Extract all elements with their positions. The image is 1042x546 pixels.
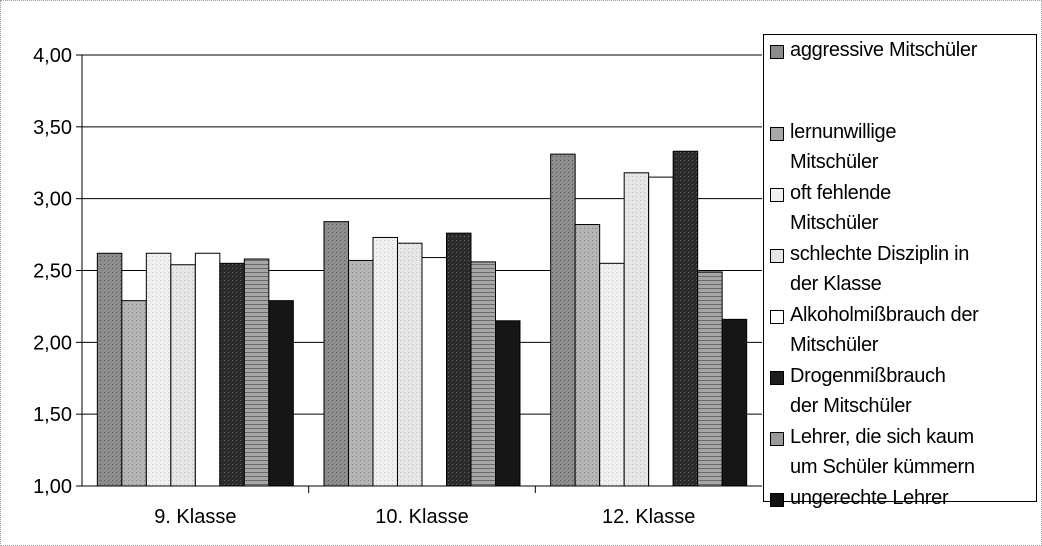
legend-swatch	[770, 493, 784, 507]
bar	[446, 232, 472, 487]
legend-swatch	[770, 371, 784, 385]
legend-swatch	[770, 310, 784, 324]
y-tick-label: 3,50	[33, 117, 72, 139]
bar	[243, 258, 270, 487]
legend-label: um Schüler kümmern	[790, 456, 975, 478]
bar	[323, 221, 349, 487]
legend-swatch	[770, 45, 784, 59]
bar	[268, 300, 294, 487]
y-tick-label: 1,50	[33, 404, 72, 426]
legend-item: Lehrer, die sich kaum um Schüler kümmern	[770, 422, 1034, 482]
legend-label: Mitschüler	[790, 151, 879, 173]
legend-label: Mitschüler	[790, 334, 879, 356]
bar	[648, 176, 674, 487]
legend: aggressive Mitschüler lernunwillige Mitsch…	[763, 34, 1037, 509]
legend-label: Lehrer, die sich kaum	[790, 426, 974, 448]
bar	[574, 224, 601, 487]
bar	[672, 150, 699, 487]
bar	[194, 252, 221, 487]
y-tick-label: 2,50	[33, 261, 72, 283]
legend-swatch	[770, 188, 784, 202]
legend-label: der Klasse	[790, 273, 882, 295]
legend-swatch	[770, 432, 784, 446]
legend-label: schlechte Disziplin in	[790, 243, 970, 265]
bar	[145, 252, 172, 487]
x-tick-label: 10. Klasse	[375, 506, 468, 528]
legend-item: aggressive Mitschüler	[770, 35, 1034, 65]
bar	[372, 236, 398, 487]
legend-label: aggressive Mitschüler	[790, 39, 978, 61]
bar	[421, 257, 447, 487]
legend-label: Mitschüler	[790, 212, 879, 234]
x-tick-label: 12. Klasse	[602, 506, 695, 528]
bar	[697, 271, 723, 487]
bar	[623, 172, 650, 487]
bar	[170, 264, 196, 487]
legend-item: Drogenmißbrauch der Mitschüler	[770, 361, 1034, 421]
y-tick-label: 3,00	[33, 189, 72, 211]
bar	[495, 320, 521, 487]
legend-label: oft fehlende	[790, 182, 891, 204]
y-tick-label: 4,00	[33, 45, 72, 67]
bar	[397, 242, 423, 487]
bar	[348, 259, 374, 487]
legend-label: Alkoholmißbrauch der	[790, 304, 979, 326]
legend-label: lernunwillige	[790, 121, 897, 143]
legend-item: ungerechte Lehrer	[770, 483, 1034, 513]
legend-label: ungerechte Lehrer	[790, 487, 949, 509]
legend-item: schlechte Disziplin in der Klasse	[770, 239, 1034, 299]
bar	[550, 153, 576, 487]
bar	[470, 261, 496, 487]
legend-label: Drogenmißbrauch	[790, 365, 946, 387]
bar	[599, 262, 625, 487]
bar	[721, 318, 748, 487]
legend-item: oft fehlende Mitschüler	[770, 178, 1034, 238]
bar	[96, 252, 123, 487]
y-tick-label: 1,00	[33, 476, 72, 498]
y-tick-label: 2,00	[33, 332, 72, 354]
legend-swatch	[770, 249, 784, 263]
bar	[121, 300, 147, 487]
legend-item: Alkoholmißbrauch der Mitschüler	[770, 300, 1034, 360]
x-tick-label: 9. Klasse	[154, 506, 236, 528]
legend-label: der Mitschüler	[790, 395, 912, 417]
legend-swatch	[770, 127, 784, 141]
bar	[219, 262, 245, 487]
legend-item: lernunwillige Mitschüler	[770, 117, 1034, 177]
